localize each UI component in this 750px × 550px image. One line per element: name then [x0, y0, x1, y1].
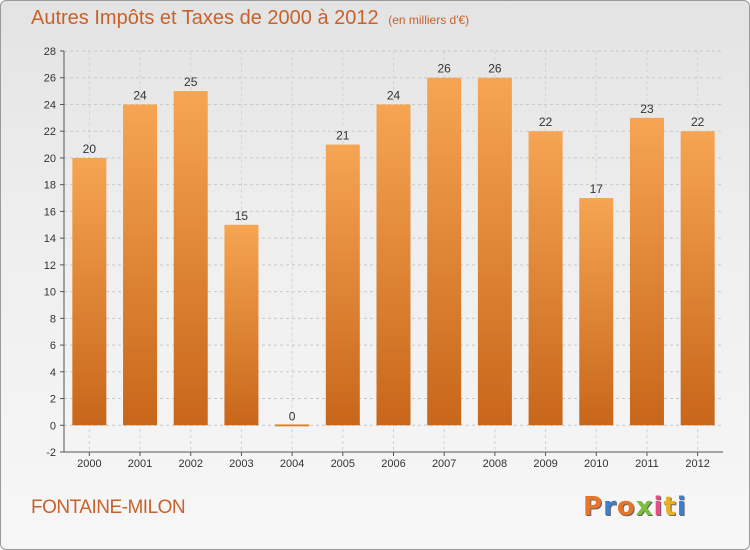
- data-label: 0: [289, 409, 296, 423]
- x-tick-label: 2011: [635, 458, 659, 470]
- y-tick-label: 10: [44, 287, 56, 299]
- logo-letter: r: [603, 492, 617, 522]
- data-label: 17: [590, 182, 604, 196]
- bar: [629, 117, 664, 426]
- logo-letter: i: [676, 492, 687, 522]
- x-tick-label: 2006: [381, 458, 405, 470]
- bar: [477, 77, 512, 426]
- y-tick-label: -2: [46, 447, 56, 459]
- y-tick-label: 0: [50, 420, 56, 432]
- y-tick-label: 8: [50, 313, 56, 325]
- y-tick-label: 26: [44, 73, 56, 85]
- logo-letter: t: [663, 492, 677, 522]
- bar: [72, 157, 107, 426]
- bar: [224, 224, 259, 426]
- x-tick-label: 2012: [685, 458, 709, 470]
- bar: [680, 131, 715, 426]
- x-tick-label: 2001: [128, 458, 152, 470]
- data-label: 24: [387, 88, 401, 102]
- y-tick-label: 4: [50, 367, 56, 379]
- data-label: 22: [691, 115, 705, 129]
- y-tick-label: 24: [44, 99, 56, 111]
- data-label: 20: [83, 142, 97, 156]
- data-label: 23: [640, 102, 654, 116]
- proxiti-logo: Proxiti: [583, 492, 687, 522]
- bar: [427, 77, 462, 426]
- data-label: 15: [235, 209, 249, 223]
- y-tick-label: 16: [44, 206, 56, 218]
- data-label: 25: [184, 75, 198, 89]
- bar: [275, 424, 310, 427]
- y-tick-label: 20: [44, 153, 56, 165]
- x-tick-label: 2005: [331, 458, 355, 470]
- x-tick-label: 2000: [77, 458, 101, 470]
- logo-letter: o: [616, 492, 636, 522]
- chart-title-text: Autres Impôts et Taxes de 2000 à 2012: [31, 7, 379, 29]
- y-tick-label: 22: [44, 126, 56, 138]
- logo-letter: i: [653, 492, 664, 522]
- bar: [579, 198, 614, 426]
- bar: [376, 104, 411, 426]
- bar: [528, 131, 563, 426]
- x-tick-label: 2010: [584, 458, 608, 470]
- data-label: 26: [438, 62, 452, 76]
- data-label: 26: [488, 62, 502, 76]
- y-tick-label: 28: [44, 46, 56, 58]
- y-tick-label: 12: [44, 260, 56, 272]
- bar: [325, 144, 360, 426]
- x-tick-label: 2003: [229, 458, 253, 470]
- logo-letter: P: [583, 492, 604, 522]
- data-label: 24: [133, 88, 147, 102]
- commune-name: FONTAINE-MILON: [31, 497, 186, 518]
- data-label: 22: [539, 115, 553, 129]
- x-tick-label: 2009: [533, 458, 557, 470]
- x-tick-label: 2004: [280, 458, 304, 470]
- x-tick-label: 2002: [178, 458, 202, 470]
- y-tick-label: 2: [50, 394, 56, 406]
- logo-letter: x: [635, 492, 654, 522]
- y-tick-label: 18: [44, 180, 56, 192]
- y-tick-label: 14: [44, 233, 56, 245]
- chart-title: Autres Impôts et Taxes de 2000 à 2012 (e…: [31, 7, 469, 30]
- y-tick-label: 6: [50, 340, 56, 352]
- x-tick-label: 2007: [432, 458, 456, 470]
- x-tick-label: 2008: [483, 458, 507, 470]
- unit-note: (en milliers d'€): [388, 13, 470, 27]
- bar: [173, 91, 208, 426]
- data-label: 21: [336, 129, 350, 143]
- bar: [123, 104, 158, 426]
